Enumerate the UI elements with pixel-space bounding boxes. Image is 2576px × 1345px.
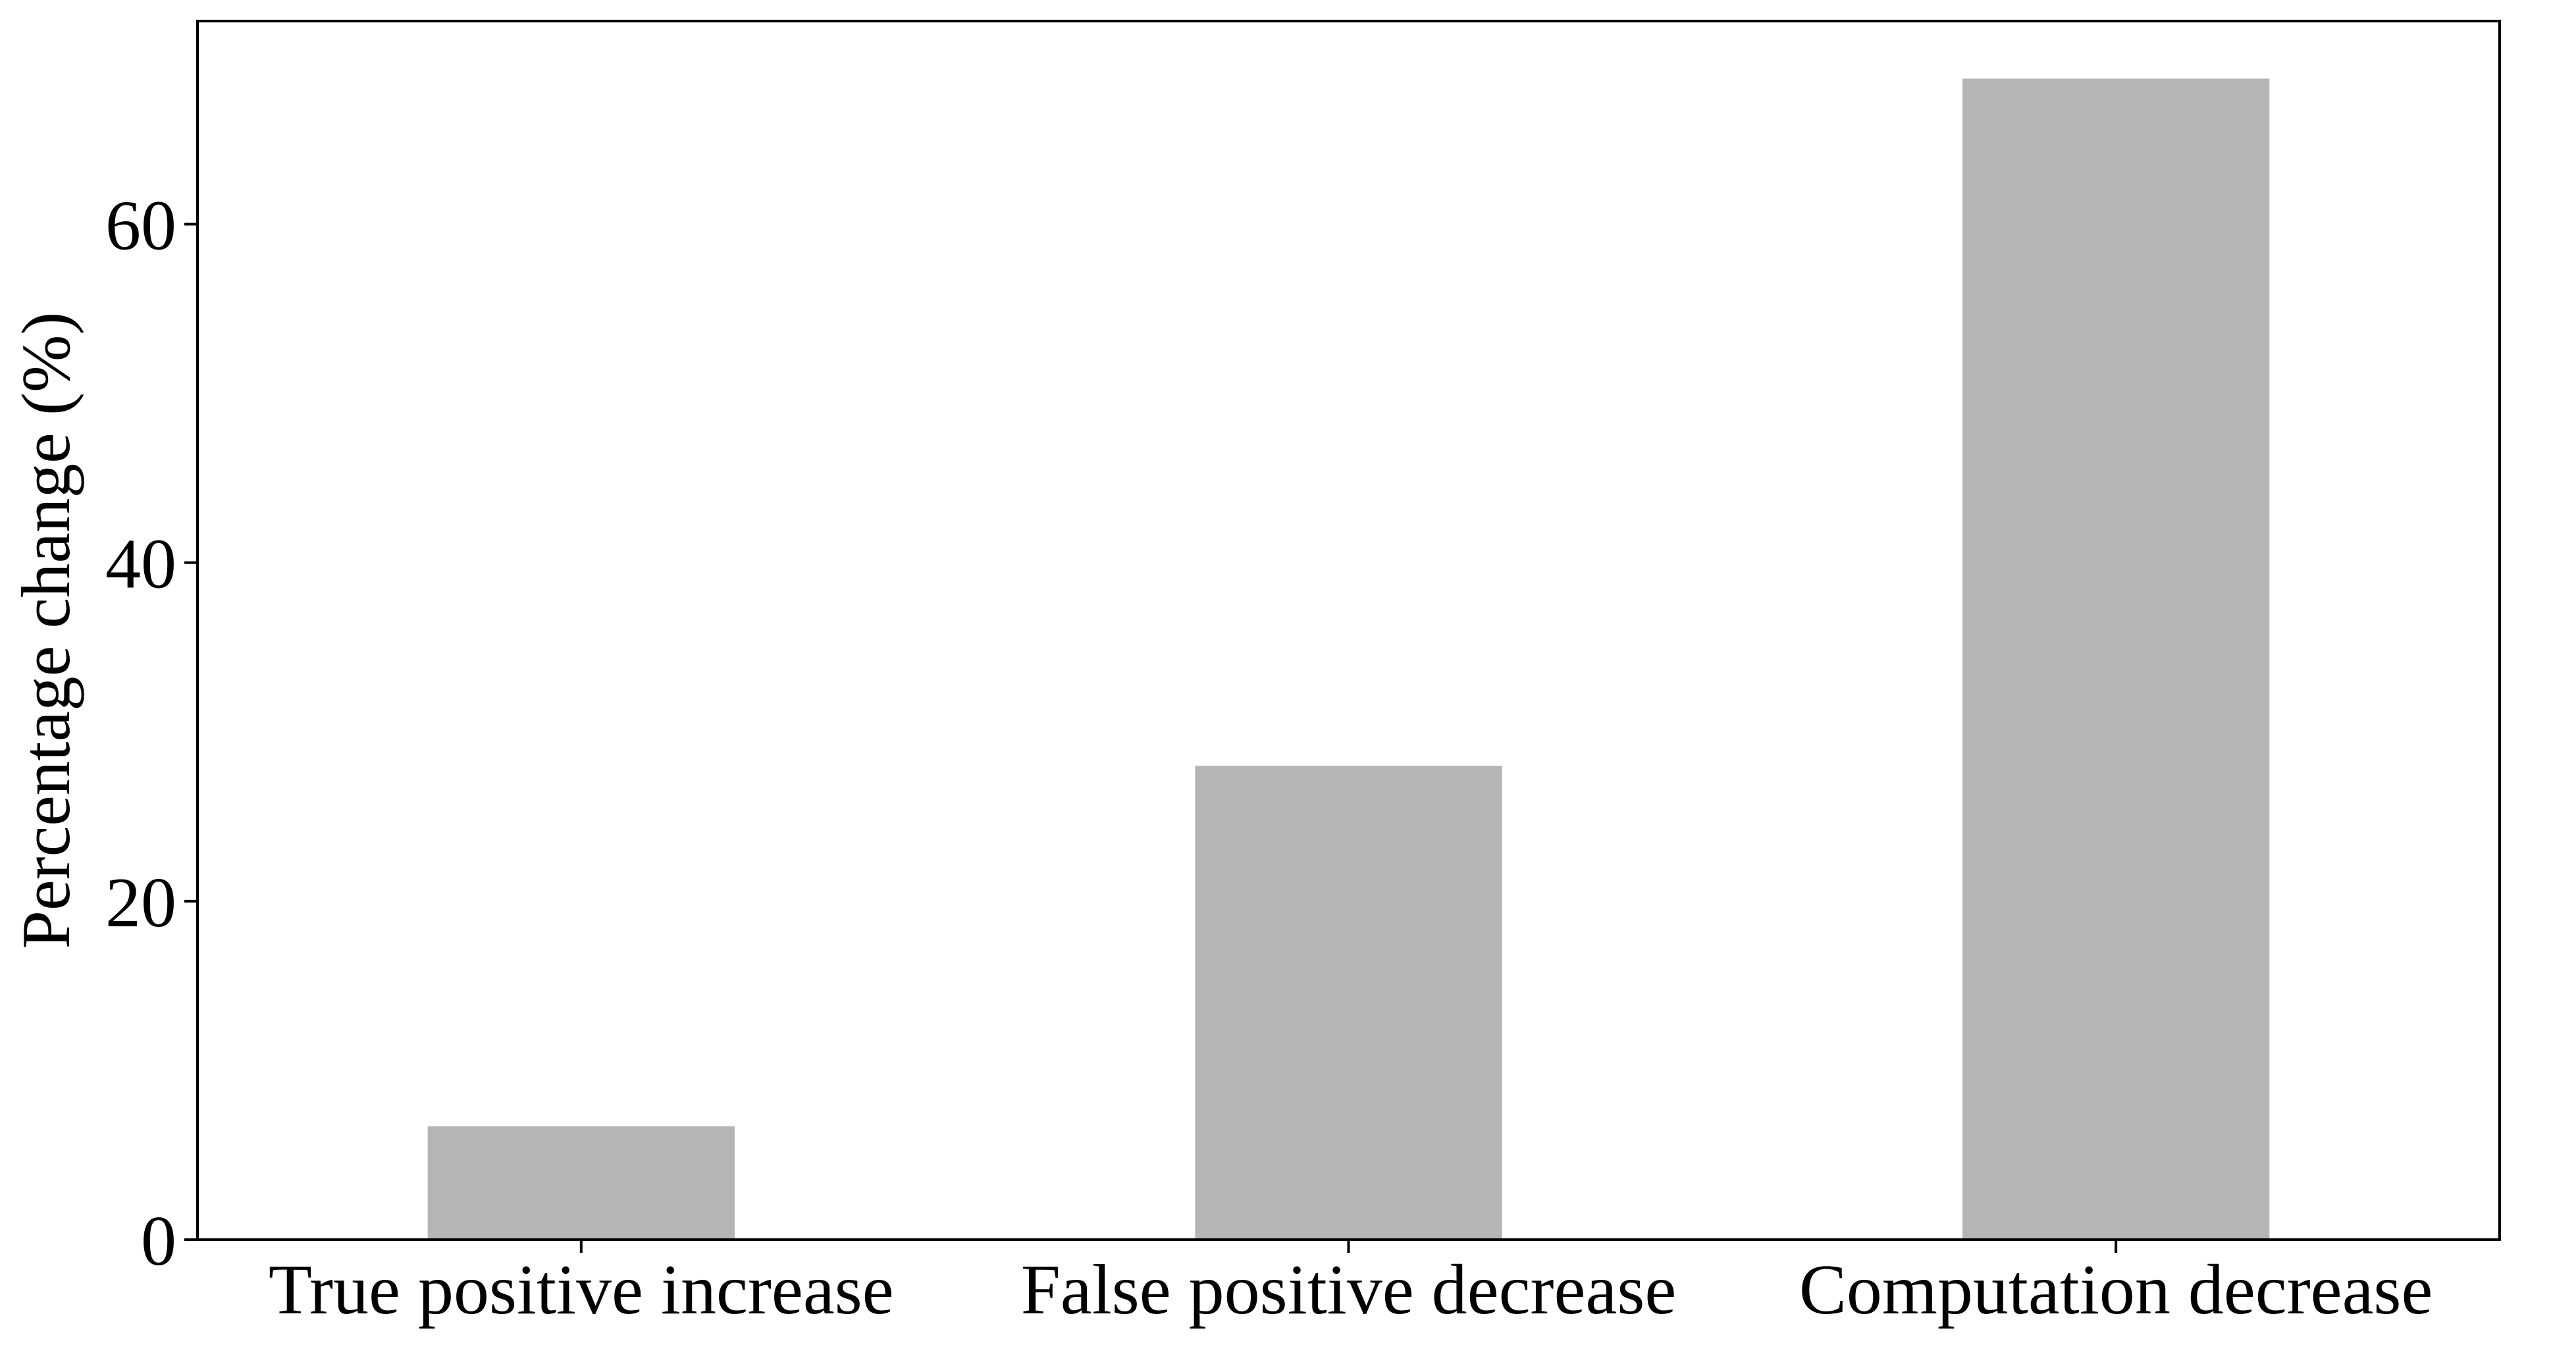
bar-3 [1962,78,2270,1240]
bar-2 [1195,766,1502,1240]
bars-layer [427,78,2270,1240]
x-tick-label: Computation decrease [1799,1251,2433,1329]
y-axis-label: Percentage change (%) [7,312,84,949]
y-tick-label: 40 [105,525,176,604]
x-tick-label: True positive increase [269,1251,894,1329]
y-tick-label: 20 [105,864,176,942]
y-axis-ticks: 0 20 40 60 [105,187,197,1280]
plot-frame [196,20,2501,1241]
bar-1 [427,1126,735,1240]
x-tick-label: False positive decrease [1021,1251,1677,1329]
y-tick-label: 0 [141,1202,176,1280]
y-tick-label: 60 [105,187,176,265]
x-axis-ticks: True positive increase False positive dec… [269,1240,2433,1329]
